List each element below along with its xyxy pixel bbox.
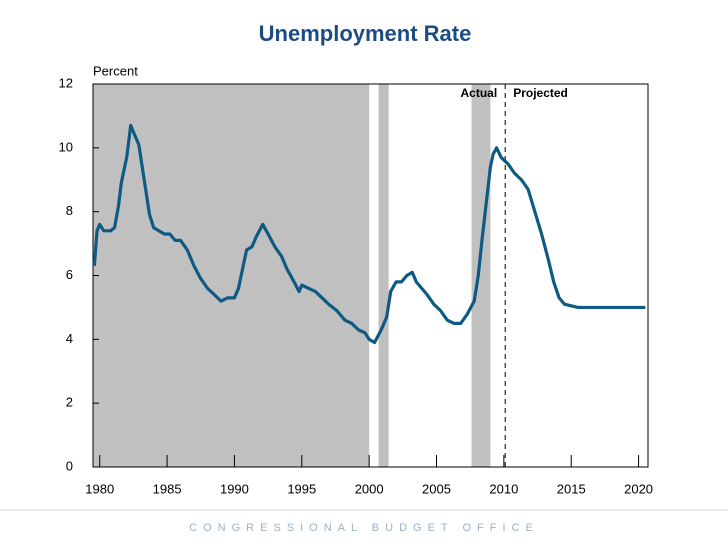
footer: CONGRESSIONAL BUDGET OFFICE xyxy=(189,522,539,534)
annotation-actual: Actual xyxy=(461,86,498,100)
y-tick-label: 2 xyxy=(66,395,73,410)
line-series xyxy=(92,123,646,345)
recession-band xyxy=(93,84,370,467)
x-tick-label: 1980 xyxy=(85,481,114,496)
recession-band xyxy=(471,84,491,467)
annotation-projected: Projected xyxy=(513,86,568,100)
x-tick-label: 2020 xyxy=(624,481,653,496)
y-axis-label: Percent xyxy=(93,63,138,78)
y-tick-label: 10 xyxy=(59,139,73,154)
y-tick-label: 4 xyxy=(66,331,73,346)
recession-band xyxy=(378,84,389,467)
y-tick-label: 12 xyxy=(59,75,73,90)
y-tick-label: 8 xyxy=(66,203,73,218)
x-tick-label: 2010 xyxy=(489,481,518,496)
y-tick-label: 0 xyxy=(66,458,73,473)
x-tick-label: 2000 xyxy=(355,481,384,496)
x-tick-label: 2005 xyxy=(422,481,451,496)
chart-title: Unemployment Rate xyxy=(259,21,472,46)
recession-band xyxy=(113,84,131,467)
x-tick-label: 2015 xyxy=(557,481,586,496)
x-tick-label: 1985 xyxy=(153,481,182,496)
y-tick-label: 6 xyxy=(66,267,73,282)
x-tick-label: 1990 xyxy=(220,481,249,496)
x-tick-label: 1995 xyxy=(287,481,316,496)
